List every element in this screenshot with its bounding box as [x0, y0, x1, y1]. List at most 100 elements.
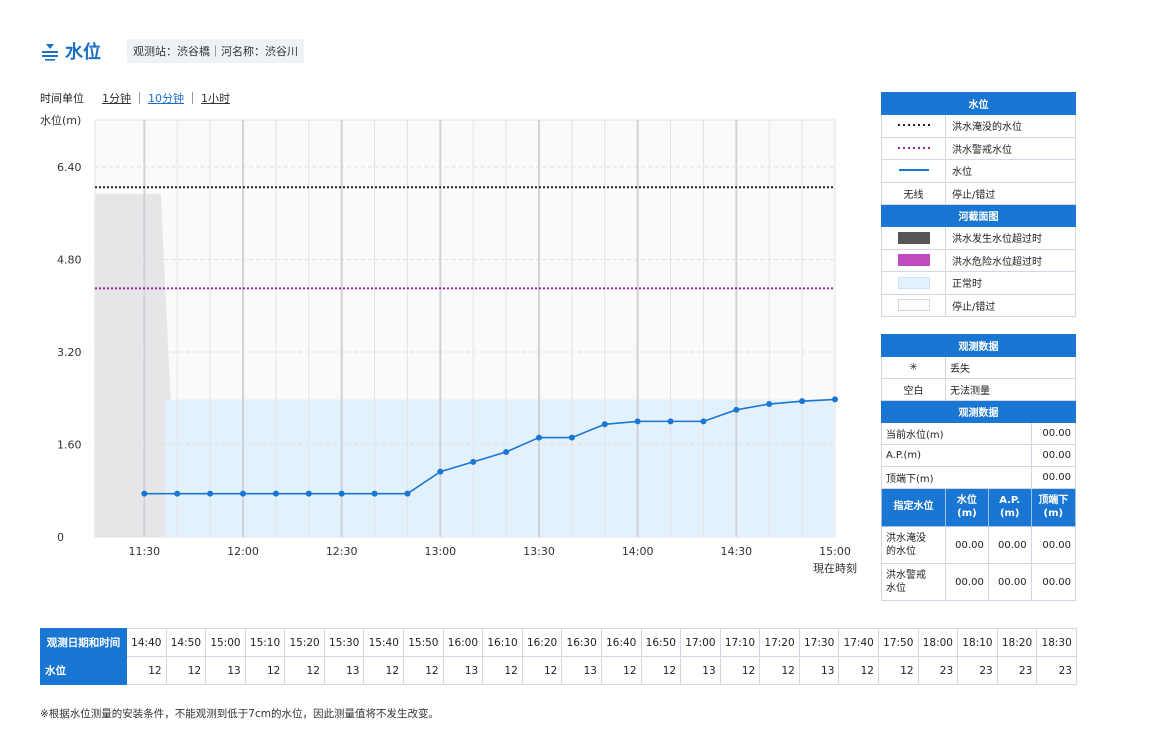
solid-blue-line-icon — [898, 169, 929, 172]
obs-symbol-label: 丢失 — [945, 356, 1076, 379]
time-cell: 18:30 — [1036, 628, 1077, 657]
legend-row: 无线 停止/错过 — [881, 181, 1076, 205]
legend-panel: 水位 洪水淹没的水位 洪水警戒水位 水位 无线 停止/错过 河截面图 洪水发生水… — [881, 92, 1076, 317]
data-point — [568, 434, 575, 441]
obs-value-row: 顶端下(m) 00.00 — [881, 466, 1077, 489]
time-unit-1hour[interactable]: 1小时 — [201, 92, 230, 105]
obs-value: 00.00 — [1030, 444, 1077, 467]
time-cell: 16:20 — [521, 628, 563, 657]
legend-label: 停止/错过 — [945, 293, 1076, 317]
time-cell: 17:20 — [759, 628, 800, 657]
spec-header: 指定水位 — [881, 488, 946, 527]
value-cell: 12 — [482, 656, 523, 685]
y-tick-label: 0 — [57, 531, 64, 544]
time-cell: 16:40 — [600, 628, 642, 657]
obs-symbol: 空白 — [881, 378, 946, 401]
swatch-purple — [897, 254, 930, 267]
data-point — [601, 421, 608, 428]
data-point — [700, 418, 707, 425]
spec-header: 顶端下 (m) — [1030, 488, 1077, 527]
obs-value-row: A.P.(m) 00.00 — [881, 444, 1077, 467]
obs-header: 观测数据 — [881, 334, 1076, 357]
spec-label: 洪水警戒 水位 — [881, 563, 946, 601]
legend-label: 洪水淹没的水位 — [945, 114, 1076, 138]
value-cell: 12 — [244, 656, 286, 685]
time-unit-10min[interactable]: 10分钟 — [148, 92, 184, 105]
spec-value: 00.00 — [987, 526, 1032, 564]
time-cell: 17:50 — [877, 628, 919, 657]
divider — [192, 92, 193, 104]
data-point — [338, 490, 345, 497]
time-row-header: 观测日期和时间 — [40, 628, 127, 657]
current-time-label: 現在時刻 — [813, 561, 857, 575]
data-point — [305, 490, 312, 497]
x-tick-label: 14:30 — [720, 545, 752, 558]
obs-value-label: A.P.(m) — [881, 444, 1032, 467]
obs-value: 00.00 — [1030, 466, 1077, 489]
data-point — [634, 418, 641, 425]
obs-symbol-label: 无法测量 — [945, 378, 1076, 401]
time-unit-1min[interactable]: 1分钟 — [102, 92, 131, 105]
value-cell: 12 — [759, 656, 800, 685]
dotted-purple-line-icon — [897, 146, 930, 149]
time-cell: 17:10 — [719, 628, 761, 657]
obs-value-label: 当前水位(m) — [881, 422, 1032, 445]
station-info: 观测站：渋谷橋｜河名称：渋谷川 — [127, 39, 304, 63]
x-tick-label: 13:30 — [523, 545, 555, 558]
legend-row: 水位 — [881, 159, 1076, 183]
value-cell: 13 — [561, 656, 602, 685]
times-row: 观测日期和时间 14:40 14:50 15:00 15:10 15:20 15:30 15… — [40, 628, 1077, 657]
spec-header-row: 指定水位 水位 (m) A.P. (m) 顶端下 (m) — [881, 488, 1077, 527]
time-cell: 17:40 — [838, 628, 879, 657]
value-cell: 12 — [640, 656, 682, 685]
normal-section-area — [165, 399, 835, 537]
y-tick-label: 6.40 — [57, 161, 82, 174]
time-cell: 18:00 — [917, 628, 959, 657]
y-axis-label: 水位(m) — [40, 113, 81, 127]
legend-row: 洪水警戒水位 — [881, 136, 1076, 160]
spec-header: 水位 (m) — [945, 488, 989, 527]
time-cell: 15:10 — [244, 628, 286, 657]
obs-value-row: 当前水位(m) 00.00 — [881, 422, 1077, 445]
time-cell: 14:50 — [165, 628, 207, 657]
swatch-white — [897, 299, 930, 312]
data-point — [272, 490, 279, 497]
value-cell: 12 — [600, 656, 642, 685]
spec-row: 洪水淹没 的水位 00.00 00.00 00.00 — [881, 526, 1077, 564]
data-point — [667, 418, 674, 425]
time-cell: 17:30 — [798, 628, 840, 657]
divider — [139, 92, 140, 104]
water-level-chart: 0 1.60 3.20 4.80 6.40 11:30 12:00 12:30 13:00 13:… — [30, 110, 870, 585]
spec-value: 00.00 — [945, 526, 989, 564]
legend-water-level-header: 水位 — [881, 92, 1076, 115]
data-point — [371, 490, 378, 497]
value-cell: 12 — [719, 656, 761, 685]
spec-header: A.P. (m) — [987, 488, 1032, 527]
legend-label: 停止/错过 — [945, 181, 1076, 205]
time-cell: 16:00 — [442, 628, 484, 657]
spec-value: 00.00 — [945, 563, 989, 601]
legend-symbol: 无线 — [881, 181, 946, 205]
spec-value: 00.00 — [987, 563, 1032, 601]
spec-value: 00.00 — [1030, 563, 1077, 601]
y-tick-label: 4.80 — [57, 254, 82, 267]
data-point — [536, 434, 542, 441]
data-point — [733, 406, 740, 413]
time-cell: 15:50 — [403, 628, 444, 657]
legend-label: 洪水警戒水位 — [945, 136, 1076, 160]
value-row-header: 水位 — [40, 656, 127, 685]
value-cell: 12 — [521, 656, 563, 685]
data-point — [766, 401, 773, 408]
obs-value-label: 顶端下(m) — [881, 466, 1032, 489]
x-tick-label: 12:30 — [326, 545, 358, 558]
data-point — [437, 468, 444, 475]
spec-value: 00.00 — [1030, 526, 1077, 564]
legend-row: 洪水淹没的水位 — [881, 114, 1076, 138]
water-level-icon — [42, 44, 58, 61]
value-cell: 12 — [126, 656, 167, 685]
data-point — [404, 490, 411, 497]
value-cell: 12 — [403, 656, 444, 685]
legend-row: 正常时 — [881, 271, 1076, 295]
value-cell: 12 — [363, 656, 405, 685]
data-point — [470, 458, 477, 465]
